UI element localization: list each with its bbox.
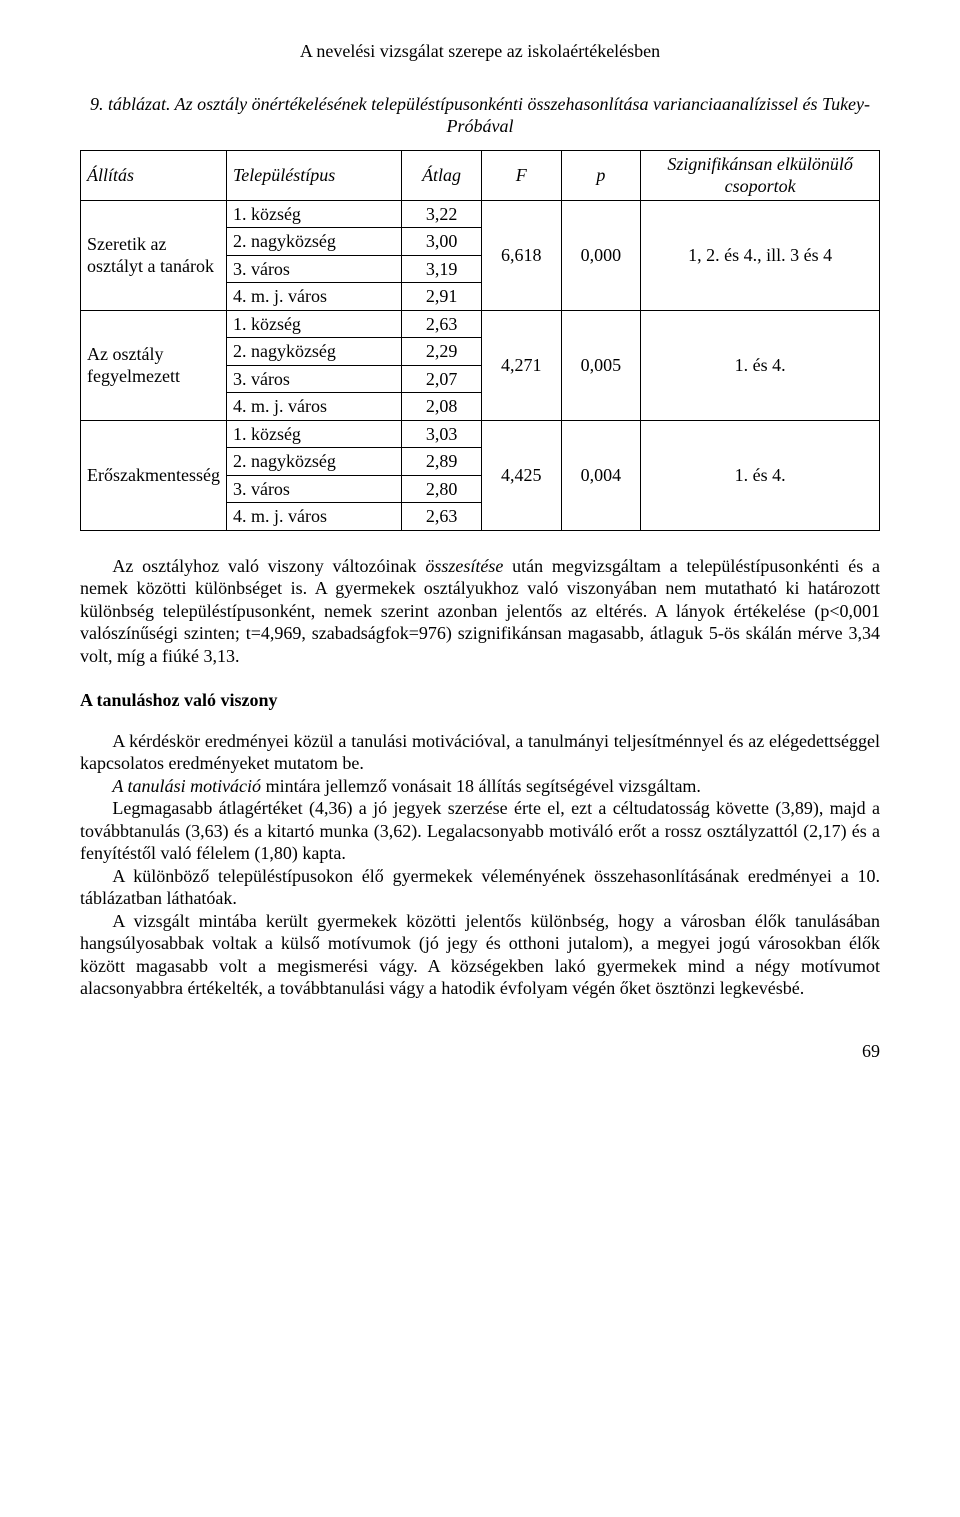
- cell-atlag: 2,89: [402, 448, 482, 476]
- cell-atlag: 3,22: [402, 200, 482, 228]
- paragraph-1-text: Az osztályhoz való viszony változóinak: [112, 556, 425, 576]
- paragraph-1: Az osztályhoz való viszony változóinak ö…: [80, 555, 880, 668]
- group-allitas: Az osztály fegyelmezett: [81, 310, 227, 420]
- page-number: 69: [80, 1040, 880, 1063]
- cell-atlag: 3,19: [402, 255, 482, 283]
- cell-atlag: 3,00: [402, 228, 482, 256]
- paragraph-3: A tanulási motiváció mintára jellemző vo…: [80, 775, 880, 798]
- cell-szig: 1. és 4.: [641, 420, 880, 530]
- col-f-header: F: [481, 150, 561, 200]
- table-row: Erőszakmentesség 1. község 3,03 4,425 0,…: [81, 420, 880, 448]
- paragraph-3-italic: A tanulási motiváció: [112, 776, 261, 796]
- cell-telepules: 4. m. j. város: [226, 393, 401, 421]
- anova-table: Állítás Településtípus Átlag F p Szignif…: [80, 150, 880, 531]
- cell-telepules: 2. nagyközség: [226, 338, 401, 366]
- group-allitas: Erőszakmentesség: [81, 420, 227, 530]
- paragraph-6: A vizsgált mintába került gyermekek közö…: [80, 910, 880, 1000]
- cell-telepules: 3. város: [226, 255, 401, 283]
- cell-telepules: 2. nagyközség: [226, 228, 401, 256]
- cell-atlag: 2,63: [402, 503, 482, 531]
- cell-telepules: 2. nagyközség: [226, 448, 401, 476]
- cell-szig: 1. és 4.: [641, 310, 880, 420]
- table-row: Szeretik az osztályt a tanárok 1. község…: [81, 200, 880, 228]
- cell-telepules: 4. m. j. város: [226, 503, 401, 531]
- cell-atlag: 2,63: [402, 310, 482, 338]
- cell-telepules: 1. község: [226, 200, 401, 228]
- cell-f: 6,618: [481, 200, 561, 310]
- paragraph-5: A különböző településtípusokon élő gyerm…: [80, 865, 880, 910]
- cell-f: 4,271: [481, 310, 561, 420]
- cell-telepules: 3. város: [226, 475, 401, 503]
- running-header: A nevelési vizsgálat szerepe az iskolaér…: [80, 40, 880, 63]
- cell-p: 0,000: [561, 200, 641, 310]
- cell-atlag: 2,08: [402, 393, 482, 421]
- cell-telepules: 1. község: [226, 420, 401, 448]
- cell-szig: 1, 2. és 4., ill. 3 és 4: [641, 200, 880, 310]
- paragraph-1-italic: összesítése: [425, 556, 503, 576]
- cell-atlag: 2,29: [402, 338, 482, 366]
- cell-telepules: 1. község: [226, 310, 401, 338]
- section-heading: A tanuláshoz való viszony: [80, 689, 880, 712]
- group-allitas: Szeretik az osztályt a tanárok: [81, 200, 227, 310]
- cell-telepules: 3. város: [226, 365, 401, 393]
- cell-p: 0,004: [561, 420, 641, 530]
- col-allitas-header: Állítás: [81, 150, 227, 200]
- col-atlag-header: Átlag: [402, 150, 482, 200]
- cell-f: 4,425: [481, 420, 561, 530]
- cell-atlag: 3,03: [402, 420, 482, 448]
- paragraph-3-text: mintára jellemző vonásait 18 állítás seg…: [261, 776, 701, 796]
- paragraph-4: Legmagasabb átlagértéket (4,36) a jó jeg…: [80, 797, 880, 865]
- cell-telepules: 4. m. j. város: [226, 283, 401, 311]
- col-telepules-header: Településtípus: [226, 150, 401, 200]
- cell-atlag: 2,80: [402, 475, 482, 503]
- cell-p: 0,005: [561, 310, 641, 420]
- table-caption: 9. táblázat. Az osztály önértékelésének …: [80, 93, 880, 138]
- table-row: Az osztály fegyelmezett 1. község 2,63 4…: [81, 310, 880, 338]
- col-szig-header: Szignifikánsan elkülönülő csoportok: [641, 150, 880, 200]
- cell-atlag: 2,07: [402, 365, 482, 393]
- cell-atlag: 2,91: [402, 283, 482, 311]
- table-header-row: Állítás Településtípus Átlag F p Szignif…: [81, 150, 880, 200]
- col-p-header: p: [561, 150, 641, 200]
- paragraph-2: A kérdéskör eredményei közül a tanulási …: [80, 730, 880, 775]
